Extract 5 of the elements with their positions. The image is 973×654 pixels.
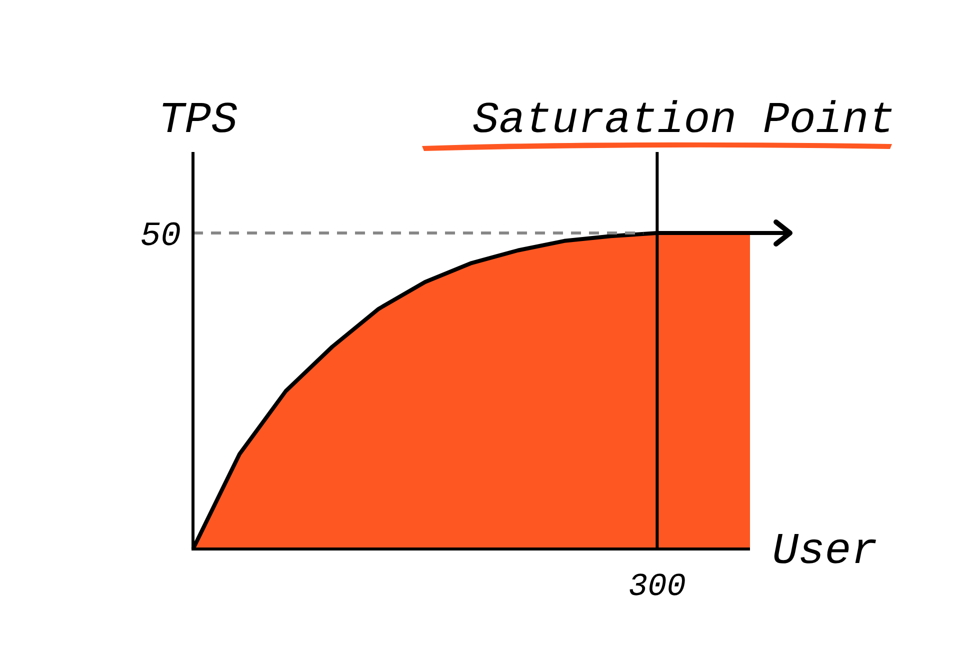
x-axis-title: User	[772, 527, 878, 577]
y-axis-title: TPS	[158, 96, 238, 146]
text: 300	[628, 568, 686, 605]
text: Saturation Point	[472, 96, 895, 146]
text: 50	[140, 218, 181, 256]
